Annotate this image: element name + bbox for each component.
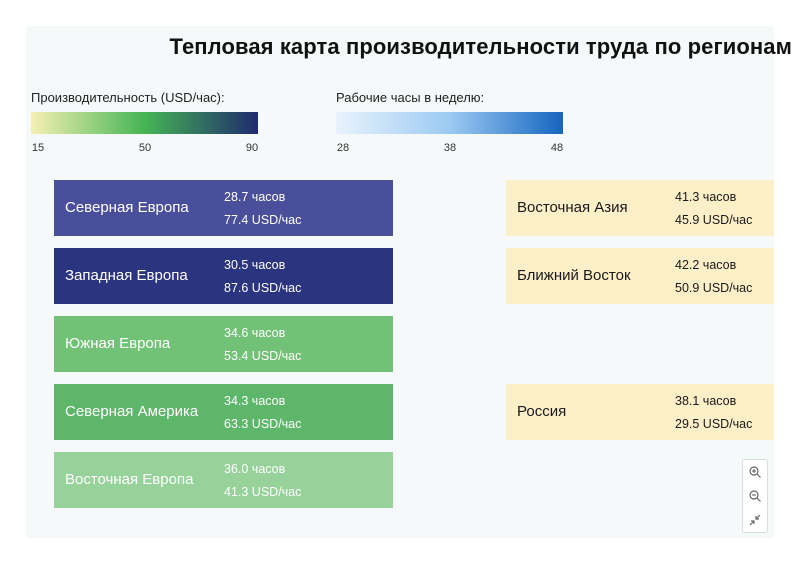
legend-productivity-tick: 15 xyxy=(31,142,45,154)
region-name: Россия xyxy=(517,403,567,420)
region-hours: 42.2 часов xyxy=(675,258,737,272)
region-name: Восточная Азия xyxy=(517,199,628,216)
legend-hours-tick: 48 xyxy=(550,142,564,154)
region-hours: 28.7 часов xyxy=(224,190,286,204)
legend-hours-label: Рабочие часы в неделю: xyxy=(336,90,485,105)
region-productivity: 63.3 USD/час xyxy=(224,417,302,431)
region-name: Западная Европа xyxy=(65,267,188,284)
zoom-in-button[interactable] xyxy=(743,460,767,484)
legend-productivity-tick: 90 xyxy=(245,142,259,154)
legend-hours-tick: 28 xyxy=(336,142,350,154)
zoom-controls xyxy=(742,459,768,533)
region-hours: 38.1 часов xyxy=(675,394,737,408)
region-name: Ближний Восток xyxy=(517,267,631,284)
legend-productivity-label: Производительность (USD/час): xyxy=(31,90,225,105)
region-tile[interactable]: Ближний Восток 42.2 часов 50.9 USD/час xyxy=(506,248,774,304)
region-tile[interactable]: Восточная Европа 36.0 часов 41.3 USD/час xyxy=(54,452,393,508)
region-tile[interactable]: Россия 38.1 часов 29.5 USD/час xyxy=(506,384,774,440)
legend-productivity-gradient xyxy=(31,112,258,134)
region-productivity: 50.9 USD/час xyxy=(675,281,753,295)
region-hours: 41.3 часов xyxy=(675,190,737,204)
region-productivity: 53.4 USD/час xyxy=(224,349,302,363)
zoom-out-icon xyxy=(749,490,761,502)
region-hours: 30.5 часов xyxy=(224,258,286,272)
region-name: Северная Америка xyxy=(65,403,199,420)
region-hours: 34.6 часов xyxy=(224,326,286,340)
region-tile[interactable]: Южная Европа 34.6 часов 53.4 USD/час xyxy=(54,316,393,372)
region-productivity: 77.4 USD/час xyxy=(224,213,302,227)
legend-hours-gradient xyxy=(336,112,563,134)
region-tile[interactable]: Северная Европа 28.7 часов 77.4 USD/час xyxy=(54,180,393,236)
region-tile[interactable]: Западная Европа 30.5 часов 87.6 USD/час xyxy=(54,248,393,304)
region-name: Южная Европа xyxy=(65,335,171,352)
collapse-arrows-icon xyxy=(749,514,761,526)
region-productivity: 45.9 USD/час xyxy=(675,213,753,227)
region-tile[interactable]: Восточная Азия 41.3 часов 45.9 USD/час xyxy=(506,180,774,236)
legend-productivity-tick: 50 xyxy=(138,142,152,154)
region-name: Восточная Европа xyxy=(65,471,194,488)
chart-title: Тепловая карта производительности труда … xyxy=(169,34,792,59)
region-hours: 34.3 часов xyxy=(224,394,286,408)
zoom-out-button[interactable] xyxy=(743,484,767,508)
region-name: Северная Европа xyxy=(65,199,189,216)
legend-hours-tick: 38 xyxy=(443,142,457,154)
region-productivity: 41.3 USD/час xyxy=(224,485,302,499)
reset-zoom-button[interactable] xyxy=(743,508,767,532)
region-hours: 36.0 часов xyxy=(224,462,286,476)
region-tile[interactable]: Северная Америка 34.3 часов 63.3 USD/час xyxy=(54,384,393,440)
zoom-in-icon xyxy=(749,466,761,478)
region-productivity: 87.6 USD/час xyxy=(224,281,302,295)
region-productivity: 29.5 USD/час xyxy=(675,417,753,431)
